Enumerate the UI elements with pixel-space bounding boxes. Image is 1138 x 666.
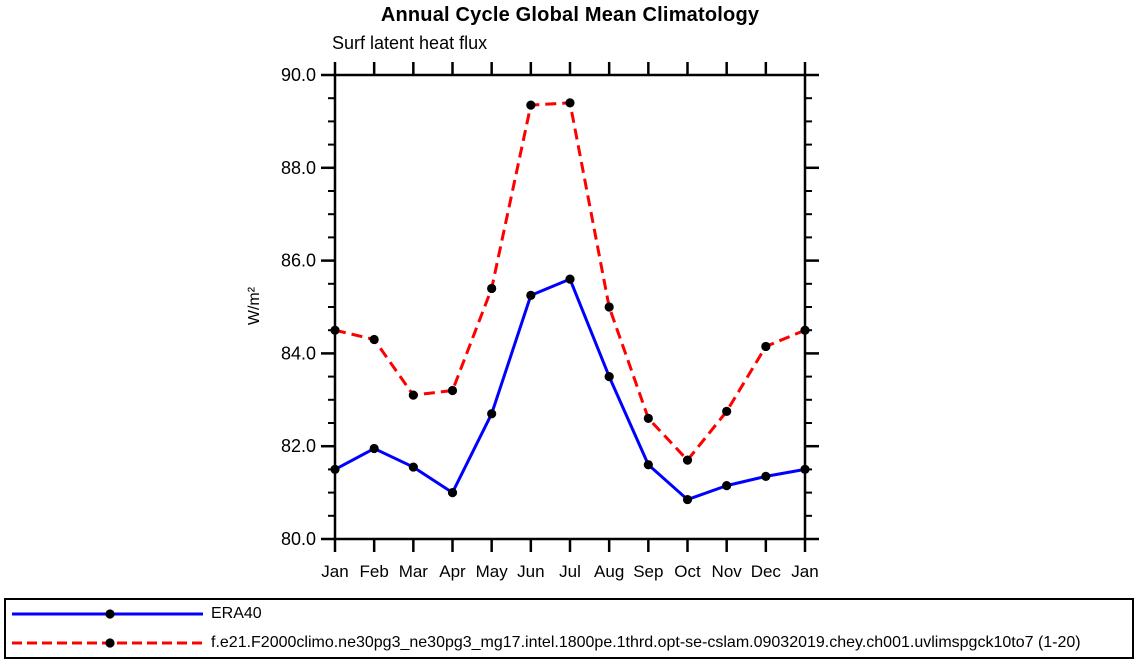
x-tick-label: Mar: [399, 562, 429, 581]
series-line-0: [334, 277, 806, 502]
data-point-marker: [761, 341, 771, 352]
x-tick-label: May: [476, 562, 509, 581]
x-tick-label: Sep: [633, 562, 663, 581]
y-tick-label: 88.0: [281, 158, 316, 178]
legend-dashed-line-icon: [12, 638, 203, 648]
x-tick-label: Nov: [712, 562, 743, 581]
legend-swatch-marker-1: [105, 638, 115, 648]
data-point-marker: [447, 385, 458, 396]
data-point-marker: [487, 409, 497, 419]
data-point-marker: [330, 325, 340, 335]
y-tick-label: 86.0: [281, 251, 316, 271]
data-point-marker: [330, 464, 340, 474]
data-point-marker: [604, 302, 614, 312]
data-point-marker: [526, 290, 536, 300]
x-tick-label: Jun: [517, 562, 544, 581]
chart-subtitle: Surf latent heat flux: [332, 33, 488, 53]
y-tick-label: 84.0: [281, 343, 316, 363]
data-point-marker: [604, 372, 614, 382]
legend-solid-line-icon: [12, 609, 203, 619]
legend-swatch-marker-0: [105, 609, 115, 619]
legend-item-model-run: f.e21.F2000climo.ne30pg3_ne30pg3_mg17.in…: [6, 629, 1132, 658]
data-point-marker: [761, 471, 771, 481]
data-point-marker: [408, 462, 418, 472]
data-point-marker: [408, 390, 418, 400]
data-point-marker: [447, 488, 458, 498]
data-point-marker: [526, 100, 536, 110]
data-point-marker: [800, 325, 810, 335]
x-tick-label: Aug: [594, 562, 624, 581]
data-point-marker: [682, 494, 693, 505]
y-tick-label: 80.0: [281, 529, 316, 549]
data-point-marker: [643, 460, 653, 470]
x-tick-label: Feb: [360, 562, 389, 581]
x-tick-label: Jan: [791, 562, 818, 581]
legend-item-era40: ERA40: [6, 600, 1132, 629]
data-point-marker: [722, 406, 732, 416]
x-tick-label: Oct: [674, 562, 701, 581]
plot-frame: [333, 73, 807, 541]
chart-title: Annual Cycle Global Mean Climatology: [380, 4, 760, 26]
x-tick-label: Apr: [439, 562, 466, 581]
x-tick-label: Dec: [751, 562, 782, 581]
data-point-marker: [487, 283, 497, 294]
legend-label-model-run: f.e21.F2000climo.ne30pg3_ne30pg3_mg17.in…: [211, 633, 1081, 651]
y-tick-label: 82.0: [281, 436, 316, 456]
data-point-marker: [722, 481, 732, 491]
data-point-marker: [565, 274, 575, 284]
data-point-marker: [643, 413, 653, 423]
x-tick-label: Jul: [559, 562, 581, 581]
data-point-marker: [800, 464, 810, 474]
data-point-marker: [682, 455, 693, 465]
legend: ERA40 f.e21.F2000climo.ne30pg3_ne30pg3_m…: [4, 598, 1134, 659]
x-tick-label: Jan: [321, 562, 348, 581]
y-tick-label: 90.0: [281, 65, 316, 85]
data-point-marker: [565, 98, 575, 108]
data-point-marker: [369, 334, 379, 345]
legend-label-era40: ERA40: [211, 605, 262, 623]
data-point-marker: [369, 443, 379, 454]
